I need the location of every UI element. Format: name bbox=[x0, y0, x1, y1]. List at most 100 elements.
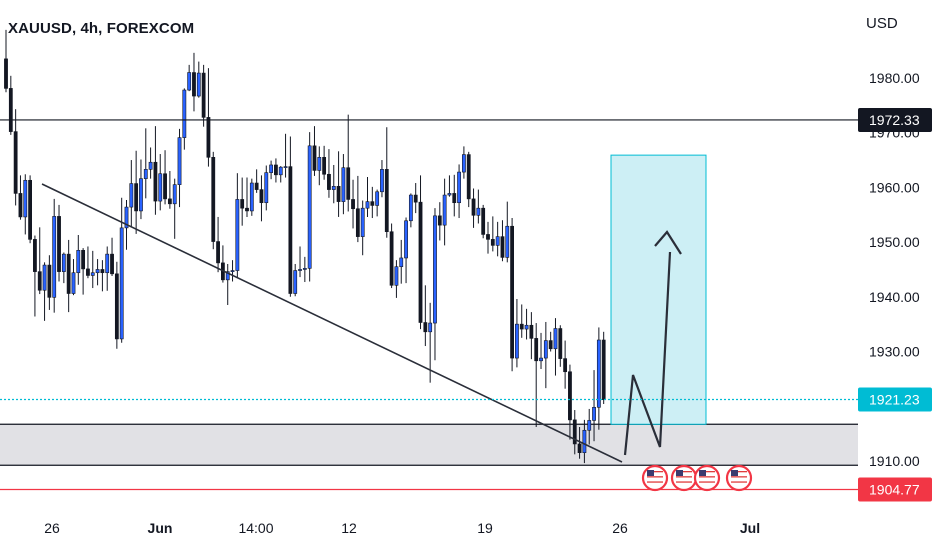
candle bbox=[42, 262, 47, 321]
flag-stripe bbox=[699, 481, 715, 483]
price-tick-label: 1960.00 bbox=[869, 179, 920, 195]
candle-body-up bbox=[172, 184, 177, 205]
candle bbox=[582, 419, 587, 464]
candle bbox=[274, 158, 278, 183]
candle-body-up bbox=[196, 72, 201, 97]
flag-stripe bbox=[647, 481, 663, 483]
flag-stripe bbox=[731, 471, 747, 473]
support-zone bbox=[0, 424, 858, 466]
flag-stripe bbox=[731, 476, 747, 478]
candle-body-down bbox=[33, 239, 37, 272]
candle-body-up bbox=[360, 207, 365, 237]
event-ring bbox=[670, 464, 698, 492]
time-axis[interactable]: 26 Jun 14:00 12 19 26 Jul bbox=[44, 520, 760, 536]
candle bbox=[225, 263, 230, 306]
candle-body-down bbox=[134, 183, 139, 212]
candle-body-down bbox=[327, 173, 331, 190]
candle-body-up bbox=[129, 183, 134, 208]
candle bbox=[408, 193, 413, 228]
candle-body-up bbox=[225, 271, 230, 281]
candle bbox=[143, 128, 148, 199]
candle-body-up bbox=[476, 207, 481, 216]
candle-body-up bbox=[394, 266, 399, 286]
us-flag-icon[interactable] bbox=[641, 464, 669, 492]
event-ring bbox=[641, 464, 669, 492]
candle bbox=[404, 217, 408, 284]
price-tick-label: 1910.00 bbox=[869, 453, 920, 469]
flag-stripe bbox=[699, 478, 715, 481]
event-ring bbox=[693, 464, 721, 492]
symbol-title[interactable]: XAUUSD, 4h, FOREXCOM bbox=[8, 20, 195, 37]
candle-body-down bbox=[423, 322, 428, 333]
flag-stripe bbox=[676, 484, 692, 486]
flag-stripe bbox=[676, 476, 692, 478]
candle bbox=[269, 160, 274, 180]
candle-body-down bbox=[153, 161, 158, 202]
candle bbox=[167, 170, 172, 209]
candle bbox=[437, 202, 442, 241]
us-flag-icon[interactable] bbox=[725, 464, 753, 492]
candle-body-down bbox=[8, 88, 13, 132]
candle bbox=[153, 126, 158, 215]
candle-body-up bbox=[76, 250, 81, 274]
candle bbox=[37, 227, 42, 295]
us-flag-icon[interactable] bbox=[670, 464, 698, 492]
candle-body-down bbox=[274, 164, 278, 176]
candle-body-up bbox=[317, 157, 322, 171]
candle bbox=[216, 216, 220, 273]
candle-body-down bbox=[18, 193, 23, 218]
flag-stripe bbox=[676, 481, 692, 483]
flag-stripe bbox=[699, 484, 715, 486]
price-level-badge-label: 1921.23 bbox=[869, 391, 920, 407]
candle bbox=[13, 109, 18, 206]
candle-body-down bbox=[254, 182, 259, 190]
candle bbox=[105, 246, 110, 291]
candle bbox=[182, 88, 187, 150]
candle-body-down bbox=[37, 271, 42, 291]
flag-stripe bbox=[647, 471, 663, 473]
flag-canton bbox=[731, 470, 738, 476]
candle bbox=[553, 318, 558, 376]
candle-body-up bbox=[380, 169, 384, 193]
candle bbox=[375, 189, 380, 217]
projection-path bbox=[623, 251, 672, 456]
candle-body-down bbox=[192, 72, 196, 97]
time-tick-label: 26 bbox=[612, 520, 628, 536]
candle-body-up bbox=[148, 161, 153, 170]
candle bbox=[360, 200, 365, 256]
price-level-badge bbox=[858, 387, 932, 412]
flag-stripe bbox=[731, 484, 747, 486]
flag-stripe bbox=[731, 478, 747, 481]
candle bbox=[196, 61, 201, 98]
time-tick-label: Jun bbox=[148, 520, 173, 536]
candle-body-down bbox=[259, 189, 264, 204]
candle-body-up bbox=[269, 164, 274, 173]
candle bbox=[8, 75, 13, 135]
candle-body-up bbox=[264, 172, 269, 204]
candle bbox=[187, 64, 192, 92]
candle-body-down bbox=[81, 250, 86, 270]
candle-body-up bbox=[365, 201, 370, 209]
candle-body-down bbox=[568, 371, 572, 421]
flag-stripe bbox=[699, 471, 715, 473]
levels-layer bbox=[0, 119, 858, 491]
candle bbox=[592, 370, 596, 442]
candle bbox=[177, 128, 182, 208]
candle bbox=[380, 160, 384, 198]
candle-body-down bbox=[28, 179, 33, 240]
candle-body-down bbox=[4, 58, 8, 89]
candle bbox=[490, 216, 495, 252]
candle bbox=[249, 178, 254, 216]
candle-body-up bbox=[307, 145, 312, 269]
candle-body-down bbox=[13, 131, 18, 194]
candle bbox=[524, 308, 529, 340]
us-flag-icon[interactable] bbox=[693, 464, 721, 492]
candle bbox=[336, 151, 341, 217]
candle-body-down bbox=[114, 273, 119, 340]
candle-body-down bbox=[100, 269, 105, 274]
candle bbox=[240, 177, 245, 226]
candle-body-down bbox=[336, 186, 341, 202]
candle bbox=[457, 164, 461, 219]
price-axis[interactable]: 1910.001930.001940.001950.001960.001970.… bbox=[858, 0, 932, 550]
